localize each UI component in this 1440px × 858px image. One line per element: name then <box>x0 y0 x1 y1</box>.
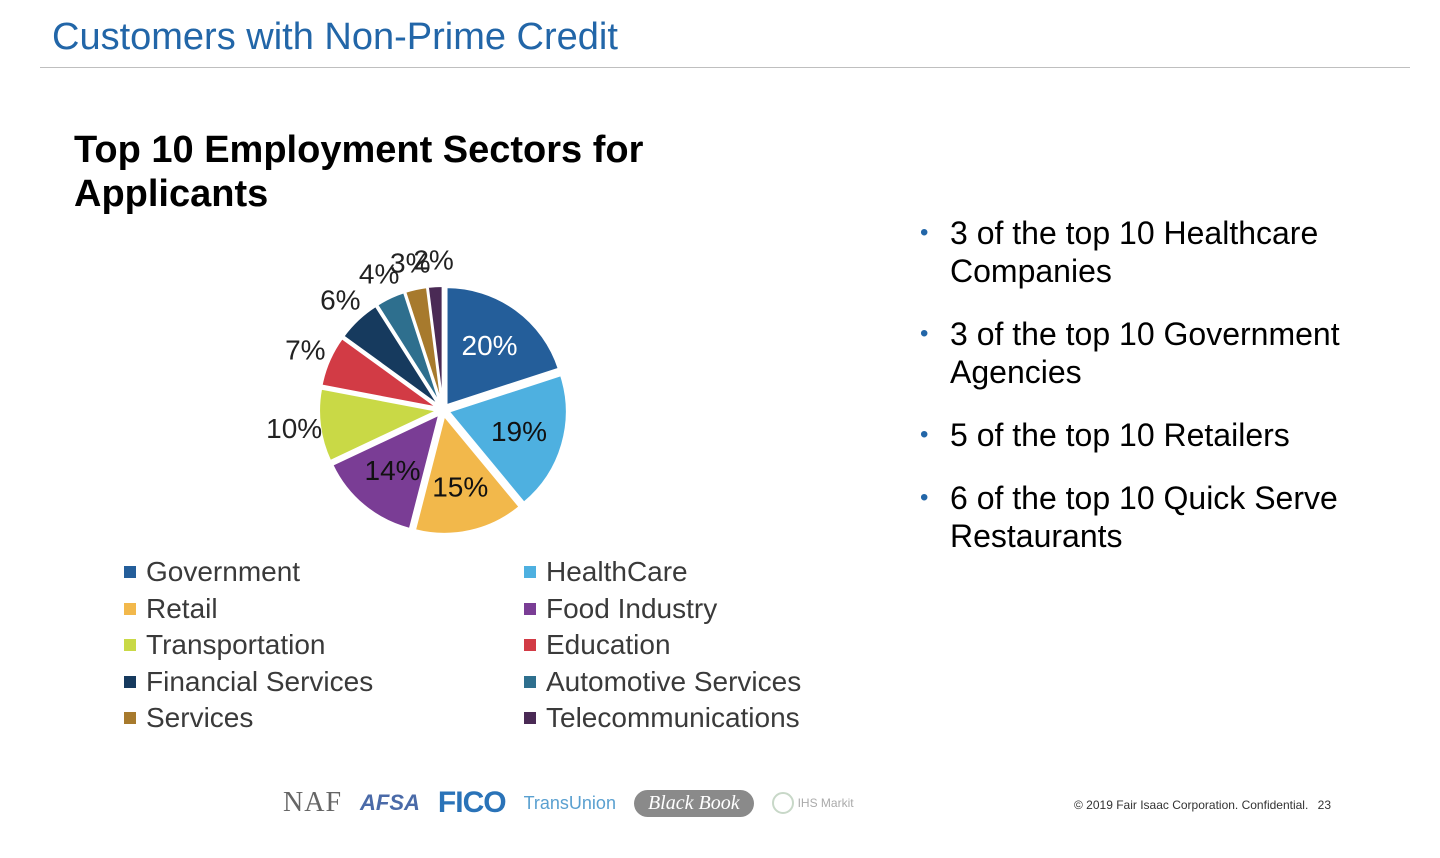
legend-swatch <box>124 602 136 615</box>
legend-swatch <box>124 712 136 725</box>
legend-swatch <box>124 675 136 688</box>
bullet-item: • 5 of the top 10 Retailers <box>920 417 1290 453</box>
pie-slice <box>445 286 561 407</box>
data-label: 2% <box>413 244 453 275</box>
legend-label: Education <box>546 629 671 661</box>
bullet-item: • 3 of the top 10 Government Agencies <box>920 316 1340 390</box>
legend-swatch <box>124 639 136 652</box>
legend-label: Food Industry <box>546 592 718 624</box>
legend-item: Education <box>524 627 844 664</box>
ihs-markit-icon <box>771 792 794 814</box>
ihs-markit-logo: IHS Markit <box>771 792 854 814</box>
data-label: 3% <box>390 248 430 279</box>
bullet-dot-icon: • <box>920 484 929 511</box>
pie-slice <box>426 285 444 405</box>
legend-swatch <box>524 712 536 725</box>
footer: © 2019 Fair Isaac Corporation. Confident… <box>1068 798 1331 812</box>
transunion-logo: TransUnion <box>523 792 616 813</box>
bullet-dot-icon: • <box>920 421 929 448</box>
partner-logos: NAF AFSA FICO TransUnion Black Book IHS … <box>283 786 854 820</box>
legend-label: Automotive Services <box>546 665 802 697</box>
legend-item: Services <box>124 700 524 737</box>
legend-swatch <box>124 566 136 579</box>
chart-legend: Government HealthCare Retail Food Industry T… <box>124 554 844 737</box>
pie-slice <box>331 412 441 531</box>
bullet-list: • 3 of the top 10 Healthcare Companies • 3… <box>918 214 1418 580</box>
legend-item: Government <box>124 554 524 591</box>
legend-label: Financial Services <box>146 665 374 697</box>
legend-item: Retail <box>124 591 524 628</box>
slide-title: Customers with Non-Prime Credit <box>52 16 618 58</box>
afsa-logo: AFSA <box>360 790 420 815</box>
pie-slice <box>320 336 439 409</box>
pie-slice <box>447 373 568 505</box>
bullet-dot-icon: • <box>920 219 929 246</box>
copyright-text: © 2019 Fair Isaac Corporation. Confident… <box>1074 798 1309 812</box>
pie-slice <box>342 304 440 407</box>
data-label: 6% <box>320 285 360 316</box>
legend-label: HealthCare <box>546 556 688 588</box>
legend-swatch <box>524 639 536 652</box>
blackbook-logo: Black Book <box>633 789 754 817</box>
bullet-item: • 6 of the top 10 Quick Serve Restaurants <box>920 480 1338 554</box>
data-label: 19% <box>491 416 547 447</box>
pie-slice <box>318 387 441 463</box>
legend-item: Telecommunications <box>524 700 844 737</box>
legend-item: HealthCare <box>524 554 844 591</box>
chart-title: Top 10 Employment Sectors for Applicants <box>74 129 644 215</box>
data-label: 7% <box>285 334 325 365</box>
page-number: 23 <box>1317 798 1332 812</box>
pie-chart: 20% 19%15% 14% 10% 7% 6%4%3%2% <box>266 244 568 535</box>
legend-label: Retail <box>146 592 218 624</box>
title-divider <box>40 67 1410 68</box>
fico-logo: FICO <box>437 786 507 819</box>
pie-slice <box>375 291 442 406</box>
data-label: 4% <box>359 258 399 289</box>
legend-item: Automotive Services <box>524 664 844 701</box>
bullet-item: • 3 of the top 10 Healthcare Companies <box>920 215 1319 289</box>
bullet-dot-icon: • <box>920 320 929 347</box>
legend-label: Services <box>146 702 254 734</box>
pie-slice <box>413 413 521 535</box>
legend-swatch <box>524 602 536 615</box>
legend-swatch <box>524 566 536 579</box>
legend-label: Telecommunications <box>546 702 800 734</box>
data-label: 10% <box>266 413 322 444</box>
legend-label: Government <box>146 556 301 588</box>
legend-swatch <box>524 675 536 688</box>
legend-item: Transportation <box>124 627 524 664</box>
naf-logo: NAF <box>283 787 343 818</box>
legend-item: Food Industry <box>524 591 844 628</box>
data-label: 20% <box>462 330 518 361</box>
data-label: 15% <box>432 471 488 502</box>
legend-label: Transportation <box>146 629 326 661</box>
legend-item: Financial Services <box>124 664 524 701</box>
data-label: 14% <box>365 455 421 486</box>
